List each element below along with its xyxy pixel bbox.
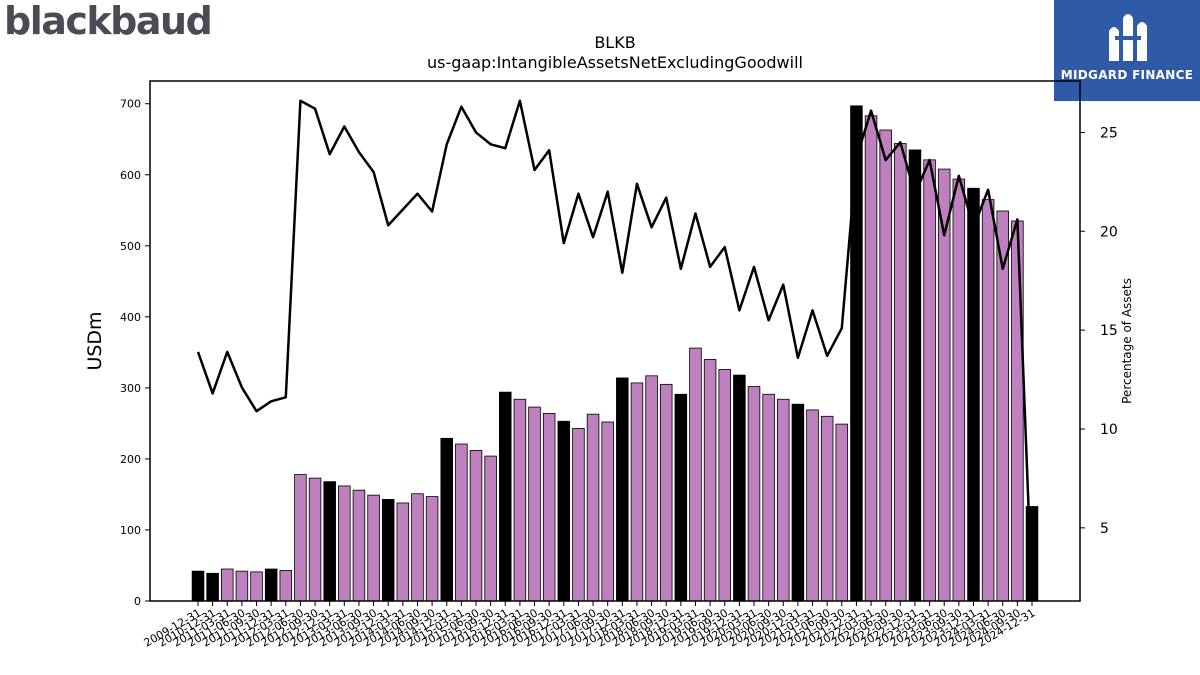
bar-2015-03-31 bbox=[455, 443, 468, 602]
blackbaud-logo: blackbaud bbox=[4, 0, 213, 43]
bar-2015-09-30 bbox=[484, 455, 497, 602]
bar-2015-06-30 bbox=[469, 449, 483, 602]
y-tick-label: 600 bbox=[120, 169, 141, 182]
bar-2014-03-31 bbox=[396, 502, 410, 602]
bar-2012-03-31 bbox=[279, 570, 293, 602]
bar-2020-12-31 bbox=[791, 403, 805, 602]
bar-2013-09-30 bbox=[367, 494, 380, 602]
badge-text: MIDGARD FINANCE bbox=[1060, 68, 1194, 82]
bar-2022-09-30 bbox=[894, 143, 907, 602]
percentage-line bbox=[196, 99, 1034, 598]
bar-2022-06-30 bbox=[879, 129, 892, 602]
midgard-finance-badge: MIDGARD FINANCE bbox=[1054, 0, 1200, 101]
bar-2010-12-31 bbox=[206, 572, 219, 602]
y2-tick-label: 25 bbox=[1100, 125, 1118, 141]
y2-tick-label: 10 bbox=[1100, 422, 1118, 438]
y-axis-label: USDm bbox=[84, 311, 106, 370]
bar-2021-06-30 bbox=[820, 415, 834, 602]
bar-2020-03-31 bbox=[747, 386, 761, 602]
bar-2023-12-31 bbox=[967, 187, 980, 602]
bar-2020-09-30 bbox=[777, 398, 790, 602]
bar-2016-03-31 bbox=[513, 398, 527, 602]
bar-2023-03-31 bbox=[923, 159, 936, 602]
bar-2024-09-30 bbox=[1011, 220, 1024, 602]
bar-2017-09-30 bbox=[601, 421, 614, 602]
bar-2016-12-31 bbox=[557, 420, 571, 602]
bar-2021-03-31 bbox=[806, 409, 819, 602]
bar-2019-03-31 bbox=[689, 347, 702, 602]
bar-2013-06-30 bbox=[352, 489, 366, 602]
bar-2019-12-31 bbox=[733, 374, 746, 602]
y-tick-label: 0 bbox=[134, 595, 141, 608]
bar-2016-06-30 bbox=[528, 406, 541, 602]
bar-2014-09-30 bbox=[425, 496, 439, 602]
bar-2015-12-31 bbox=[499, 391, 512, 602]
bar-2017-03-31 bbox=[572, 427, 585, 602]
chart-title: BLKB bbox=[594, 33, 635, 52]
y-tick-label: 700 bbox=[120, 98, 141, 111]
y2-tick-label: 20 bbox=[1100, 224, 1118, 240]
bar-2011-12-31 bbox=[264, 568, 278, 602]
bar-2011-09-30 bbox=[250, 571, 263, 602]
bar-2021-12-31 bbox=[850, 105, 863, 602]
chart-subtitle: us-gaap:IntangibleAssetsNetExcludingGood… bbox=[427, 53, 803, 72]
midgard-logo-icon bbox=[1109, 14, 1147, 61]
bar-2011-03-31 bbox=[221, 568, 234, 602]
bar-2013-12-31 bbox=[381, 499, 395, 602]
bar-2012-06-30 bbox=[294, 474, 307, 602]
y2-axis-label: Percentage of Assets bbox=[1120, 278, 1134, 404]
bar-2014-06-30 bbox=[411, 493, 424, 602]
bar-2012-12-31 bbox=[323, 481, 336, 602]
bar-2018-03-31 bbox=[630, 382, 644, 602]
bar-2014-12-31 bbox=[440, 437, 453, 602]
y-tick-label: 100 bbox=[120, 524, 141, 537]
y-tick-label: 200 bbox=[120, 453, 141, 466]
bar-2012-09-30 bbox=[308, 477, 322, 602]
plot-frame bbox=[149, 80, 1081, 602]
bar-2011-06-30 bbox=[235, 570, 249, 602]
bar-2009-12-31 bbox=[191, 570, 205, 602]
y-tick-label: 500 bbox=[120, 240, 141, 253]
bar-2016-09-30 bbox=[542, 413, 556, 602]
bar-2017-12-31 bbox=[616, 377, 629, 602]
bar-2018-09-30 bbox=[659, 383, 673, 602]
bar-2020-06-30 bbox=[762, 393, 775, 602]
y2-tick-label: 5 bbox=[1100, 521, 1109, 537]
bar-2018-06-30 bbox=[645, 375, 658, 602]
bar-2022-12-31 bbox=[908, 149, 922, 602]
y2-tick-label: 15 bbox=[1100, 323, 1118, 339]
bar-2017-06-30 bbox=[586, 413, 600, 602]
bar-2021-09-30 bbox=[835, 423, 849, 602]
bar-2018-12-31 bbox=[674, 393, 688, 602]
bar-2023-09-30 bbox=[952, 178, 966, 602]
bar-2019-09-30 bbox=[718, 369, 731, 602]
bar-2013-03-31 bbox=[338, 485, 351, 602]
bar-2022-03-31 bbox=[864, 115, 878, 602]
bar-2024-03-31 bbox=[981, 199, 995, 602]
y-tick-label: 400 bbox=[120, 311, 141, 324]
bar-2019-06-30 bbox=[703, 359, 717, 602]
y-tick-label: 300 bbox=[120, 382, 141, 395]
